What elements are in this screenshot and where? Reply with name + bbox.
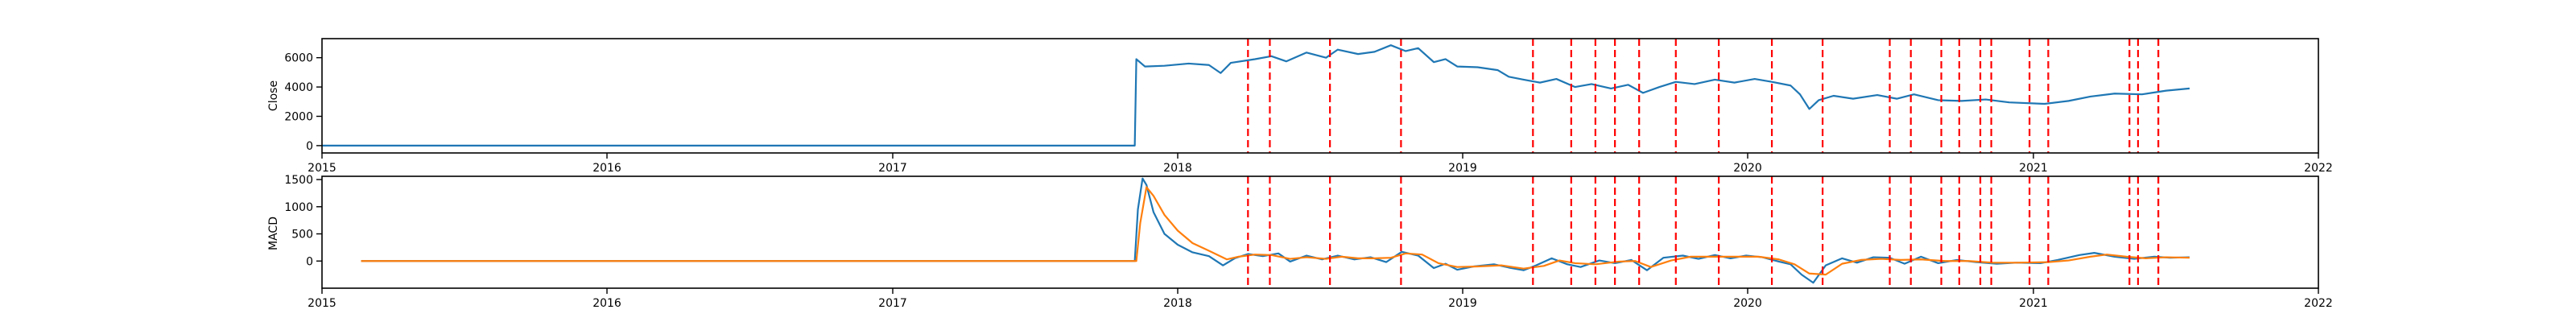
close-x-tick-label-2: 2017 xyxy=(878,162,907,175)
close-price-panel: 2015 2016 2017 2018 2019 2020 2021 2022 0 2000 400… xyxy=(267,38,2333,175)
macd-x-tick-label-0: 2015 xyxy=(308,297,336,310)
macd-x-tick-label-3: 2018 xyxy=(1163,297,1192,310)
macd-x-tick-label-6: 2021 xyxy=(2019,297,2048,310)
close-y-axis-label: Close xyxy=(267,80,280,111)
close-y-tick-label-2: 4000 xyxy=(284,81,313,94)
macd-panel: 2015 2016 2017 2018 2019 2020 2021 2022 0 500 1000… xyxy=(267,174,2333,310)
macd-x-tick-label-4: 2019 xyxy=(1448,297,1477,310)
close-x-tick-label-7: 2022 xyxy=(2304,162,2333,175)
macd-axes-frame xyxy=(321,175,2319,289)
macd-x-tick-label-5: 2020 xyxy=(1733,297,1762,310)
close-x-tick-label-5: 2020 xyxy=(1733,162,1762,175)
macd-x-tick-label-2: 2017 xyxy=(878,297,907,310)
close-x-tick-label-1: 2016 xyxy=(592,162,621,175)
macd-y-axis-label: MACD xyxy=(267,217,280,250)
macd-y-tick-label-0: 0 xyxy=(306,255,313,268)
close-y-tick-label-1: 2000 xyxy=(284,110,313,123)
close-series-line-0 xyxy=(322,44,2190,147)
close-x-tick-label-0: 2015 xyxy=(308,162,336,175)
macd-x-tick-label-7: 2022 xyxy=(2304,297,2333,310)
close-x-tick-label-3: 2018 xyxy=(1163,162,1192,175)
close-y-tick-label-0: 0 xyxy=(306,140,313,153)
macd-y-tick-label-2: 1000 xyxy=(284,201,313,214)
close-x-tick-label-4: 2019 xyxy=(1448,162,1477,175)
macd-y-tick-label-3: 1500 xyxy=(284,174,313,187)
close-y-tick-label-3: 6000 xyxy=(284,52,313,65)
macd-y-tick-label-1: 500 xyxy=(291,229,313,242)
macd-x-tick-label-1: 2016 xyxy=(592,297,621,310)
macd-series-line-1 xyxy=(361,186,2190,276)
close-x-tick-label-6: 2021 xyxy=(2019,162,2048,175)
close-axes-frame xyxy=(321,38,2319,154)
